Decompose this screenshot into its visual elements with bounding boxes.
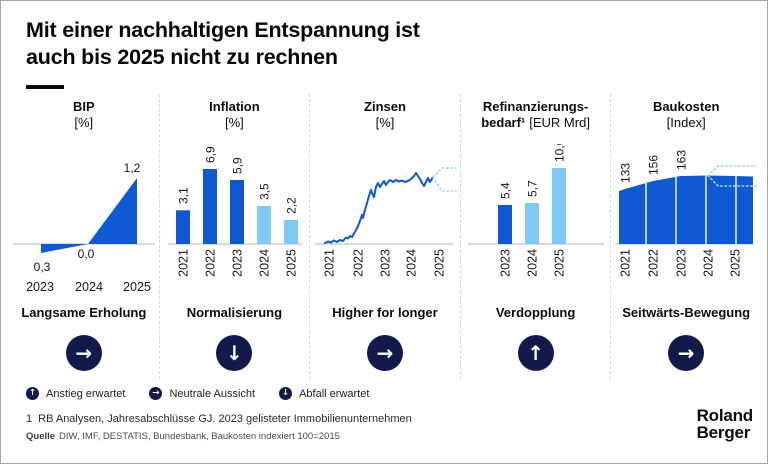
refi-year-2025: 2025 xyxy=(552,249,566,277)
baukosten-unit: [Index] xyxy=(666,115,706,130)
inflation-bar-chart: 3,1 6,9 5,9 3,5 2,2 2021 2022 2023 2024 … xyxy=(168,146,303,277)
inflation-value-2024: 3,5 xyxy=(258,183,272,200)
bip-year-2023: 2023 xyxy=(26,280,54,294)
baukosten-area-chart: 133 156 163 2021 2022 2023 2024 2025 xyxy=(615,150,757,277)
baukosten-year-2025: 2025 xyxy=(729,249,743,277)
zinsen-year-2023: 2023 xyxy=(378,249,392,277)
arrow-down-icon: ↓ xyxy=(279,387,293,400)
baukosten-trend-label: Seitwärts-Bewegung xyxy=(622,305,751,320)
chart-columns: BIP [%] 1,2 0,0 0,3 2023 2024 2025 Langs… xyxy=(9,94,761,379)
panel-baukosten: Baukosten [Index] 133 156 163 2021 2022 … xyxy=(610,94,761,379)
refi-value-2023: 5,4 xyxy=(498,182,512,199)
panel-inflation: Inflation [%] 3,1 6,9 5,9 3,5 2,2 2021 2… xyxy=(158,94,310,379)
panel-refinanzierung: Refinanzierungs- bedarf¹ [EUR Mrd] 5,4 5,… xyxy=(459,94,611,379)
legend-label: Neutrale Aussicht xyxy=(169,387,256,400)
page-title: Mit einer nachhaltigen Entspannung ist a… xyxy=(26,17,496,71)
logo-line1: Roland xyxy=(696,406,754,425)
source-text: DIW, IMF, DESTATIS, Bundesbank, Baukoste… xyxy=(59,431,340,442)
zinsen-year-2021: 2021 xyxy=(322,249,336,277)
zinsen-year-2024: 2024 xyxy=(404,249,418,277)
baukosten-chart-title: Baukosten [Index] xyxy=(611,99,761,130)
baukosten-year-2024: 2024 xyxy=(702,249,716,277)
inflation-year-2022: 2022 xyxy=(204,249,218,277)
refi-title-text: Refinanzierungs- xyxy=(482,99,589,114)
bip-value-2023: 0,3 xyxy=(33,260,50,274)
arrow-up-icon: ↑ xyxy=(26,387,39,400)
footnote-text: RB Analysen, Jahresabschlüsse GJ. 2023 g… xyxy=(38,413,412,425)
bip-trend-label: Langsame Erholung xyxy=(21,305,147,320)
bip-unit: [%] xyxy=(74,115,94,130)
arrow-right-icon: → xyxy=(149,387,163,400)
arrow-right-icon: → xyxy=(668,335,705,371)
arrow-up-icon: ↑ xyxy=(517,335,554,371)
legend-item-anstieg: ↑ Anstieg erwartet xyxy=(26,387,125,400)
logo-line2: Berger xyxy=(696,423,751,443)
zinsen-title-text: Zinsen xyxy=(364,99,406,114)
inflation-year-2025: 2025 xyxy=(285,249,299,277)
footnote-number: 1 xyxy=(26,413,33,425)
inflation-year-2023: 2023 xyxy=(231,249,245,277)
inflation-year-2021: 2021 xyxy=(177,249,191,277)
baukosten-year-2023: 2023 xyxy=(675,249,689,277)
zinsen-year-2022: 2022 xyxy=(351,249,365,277)
inflation-title-text: Inflation xyxy=(209,99,260,114)
baukosten-year-2022: 2022 xyxy=(647,249,661,277)
source-label: Quelle xyxy=(26,431,56,442)
bip-chart-title: BIP [%] xyxy=(9,99,159,130)
zinsen-trend-label: Higher for longer xyxy=(332,305,438,320)
bip-year-2025: 2025 xyxy=(123,280,151,294)
panel-zinsen: Zinsen [%] 2021 2022 2023 2024 2025 High… xyxy=(309,94,460,379)
bip-area-chart: 1,2 0,0 0,3 2023 2024 2025 xyxy=(12,161,155,294)
refi-year-2024: 2024 xyxy=(525,249,539,277)
inflation-year-2024: 2024 xyxy=(258,249,272,277)
legend-label: Abfall erwartet xyxy=(299,387,370,400)
refi-year-2023: 2023 xyxy=(498,249,512,277)
refi-trend-label: Verdopplung xyxy=(495,305,576,320)
refi-chart-title: Refinanzierungs- bedarf¹ [EUR Mrd] xyxy=(461,99,611,130)
zinsen-year-2025: 2025 xyxy=(432,249,446,277)
arrow-right-icon: → xyxy=(366,335,403,371)
refi-value-2024: 5,7 xyxy=(525,180,539,197)
inflation-value-2023: 5,9 xyxy=(231,157,245,174)
zinsen-line-chart: 2021 2022 2023 2024 2025 xyxy=(314,167,457,277)
bip-value-2025: 1,2 xyxy=(123,161,140,175)
footnote: 1 RB Analysen, Jahresabschlüsse GJ. 2023 … xyxy=(26,413,412,425)
baukosten-value-2023: 163 xyxy=(675,150,689,170)
source-line: Quelle DIW, IMF, DESTATIS, Bundesbank, Ba… xyxy=(26,431,340,442)
baukosten-title-text: Baukosten xyxy=(652,99,720,114)
arrow-right-icon: → xyxy=(65,335,102,371)
bip-value-2024: 0,0 xyxy=(77,247,94,261)
inflation-value-2025: 2,2 xyxy=(285,197,299,214)
inflation-trend-label: Normalisierung xyxy=(186,305,283,320)
page-title-line1: Mit einer nachhaltigen Entspannung ist xyxy=(26,18,420,42)
inflation-unit: [%] xyxy=(224,115,244,130)
panel-bip: BIP [%] 1,2 0,0 0,3 2023 2024 2025 Langs… xyxy=(9,94,159,379)
title-dash xyxy=(26,85,64,89)
baukosten-value-2022: 156 xyxy=(647,155,661,175)
legend: ↑ Anstieg erwartet → Neutrale Aussicht ↓… xyxy=(26,387,369,400)
inflation-value-2022: 6,9 xyxy=(204,146,218,163)
page-title-line2: auch bis 2025 nicht zu rechnen xyxy=(26,44,338,69)
zinsen-chart-title: Zinsen [%] xyxy=(310,99,460,130)
legend-label: Anstieg erwartet xyxy=(46,387,126,400)
refi-value-2025: 10,6 xyxy=(552,144,566,162)
legend-item-neutral: → Neutrale Aussicht xyxy=(149,387,255,400)
inflation-chart-title: Inflation [%] xyxy=(160,99,310,130)
baukosten-value-2021: 133 xyxy=(619,163,633,183)
arrow-down-icon: ↓ xyxy=(216,335,253,371)
refi-bar-chart: 5,4 5,7 10,6 2023 2024 2025 xyxy=(467,144,604,277)
inflation-value-2021: 3,1 xyxy=(177,187,191,204)
roland-berger-logo: Roland Berger xyxy=(696,406,754,443)
legend-item-abfall: ↓ Abfall erwartet xyxy=(279,387,369,400)
zinsen-unit: [%] xyxy=(375,115,395,130)
baukosten-year-2021: 2021 xyxy=(619,249,633,277)
refi-unit: bedarf¹ [EUR Mrd] xyxy=(481,115,590,130)
bip-year-2024: 2024 xyxy=(75,280,103,294)
bip-title-text: BIP xyxy=(72,99,95,114)
